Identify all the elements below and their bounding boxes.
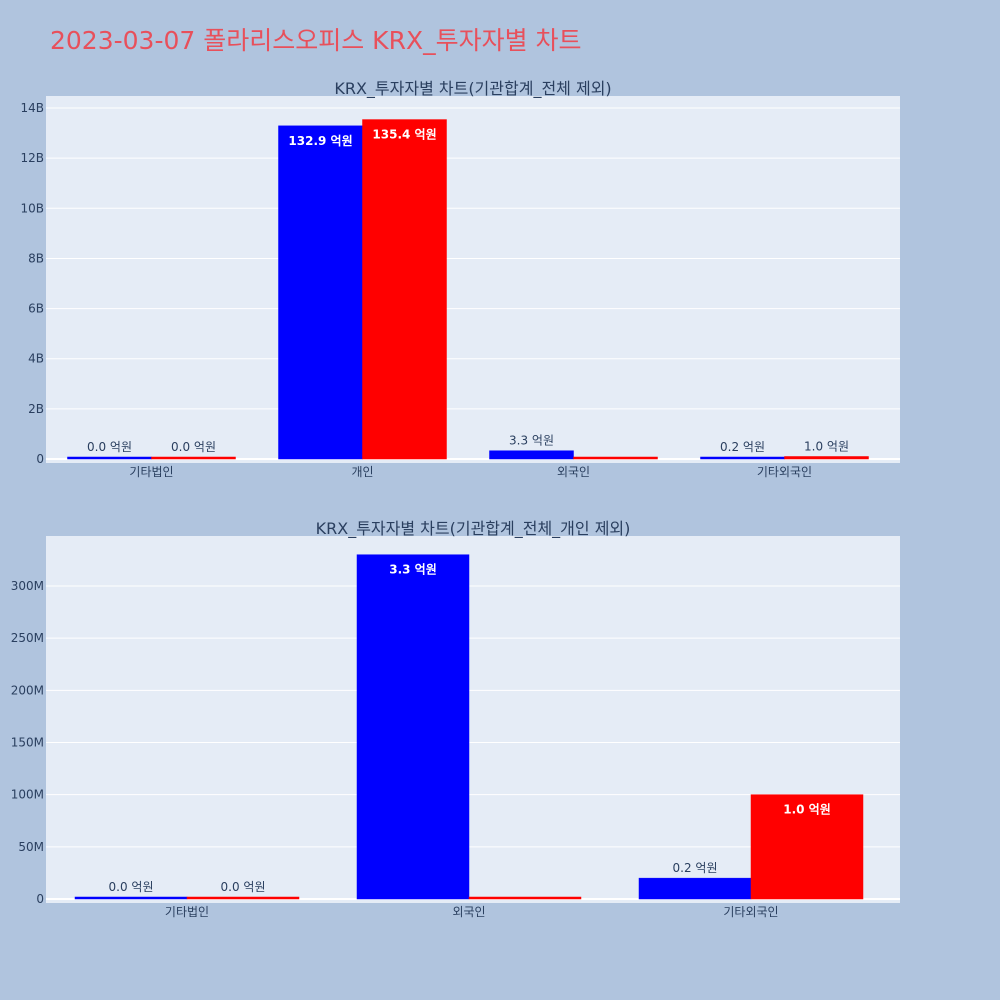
bar-blue <box>489 450 574 460</box>
y-tick-label: 100M <box>11 788 44 802</box>
bar-blue <box>67 456 152 460</box>
x-tick-label: 기타외국인 <box>757 465 812 479</box>
chart-title: KRX_투자자별 차트(기관합계_전체_개인 제외) <box>316 519 631 539</box>
bar-blue <box>278 125 363 460</box>
bar-value-label: 1.0 억원 <box>804 439 849 453</box>
y-tick-label: 4B <box>28 352 44 366</box>
y-tick-label: 300M <box>11 579 44 593</box>
x-tick-label: 외국인 <box>557 465 590 479</box>
bar-red <box>362 119 447 460</box>
bar-value-label: 1.0 억원 <box>783 803 831 817</box>
x-tick-label: 개인 <box>351 465 373 479</box>
bar-value-label: 0.0 억원 <box>171 440 216 454</box>
bar-value-label: 0.2 억원 <box>720 440 765 454</box>
y-tick-label: 0 <box>36 452 44 466</box>
y-tick-label: 6B <box>28 302 44 316</box>
y-tick-label: 0 <box>36 892 44 906</box>
x-tick-label: 기타법인 <box>129 465 173 479</box>
x-tick-label: 외국인 <box>452 905 485 919</box>
page-title: 2023-03-07 폴라리스오피스 KRX_투자자별 차트 <box>50 26 582 55</box>
y-tick-label: 10B <box>20 201 44 215</box>
y-tick-label: 150M <box>11 735 44 749</box>
bar-blue <box>356 554 470 900</box>
bar-value-label: 3.3 억원 <box>509 434 554 448</box>
y-tick-label: 250M <box>11 631 44 645</box>
bar-value-label: 0.0 억원 <box>221 880 266 894</box>
bar-red <box>573 456 658 460</box>
y-tick-label: 12B <box>20 151 44 165</box>
bar-red <box>186 896 300 900</box>
bar-value-label: 135.4 억원 <box>372 128 436 142</box>
bar-value-label: 3.3 억원 <box>389 563 437 577</box>
x-tick-label: 기타법인 <box>165 905 209 919</box>
chart-2: 0 50M 100M 150M 200M 250M 300M KRX_투자자별 차트(기관합계… <box>11 519 900 919</box>
bar-value-label: 0.0 억원 <box>87 440 132 454</box>
y-tick-label: 14B <box>20 101 44 115</box>
y-tick-label: 50M <box>18 840 44 854</box>
y-tick-label: 200M <box>11 683 44 697</box>
bar-value-label: 0.0 억원 <box>109 880 154 894</box>
y-tick-label: 2B <box>28 402 44 416</box>
bar-red <box>784 456 869 460</box>
x-tick-label: 기타외국인 <box>723 905 778 919</box>
bar-value-label: 0.2 억원 <box>673 861 718 875</box>
bar-red <box>468 896 582 900</box>
bar-blue <box>74 896 188 900</box>
plot-area <box>46 96 900 463</box>
y-tick-label: 8B <box>28 251 44 265</box>
bar-value-label: 132.9 억원 <box>288 134 352 148</box>
bar-blue <box>638 877 752 900</box>
bar-red <box>151 456 236 460</box>
bar-blue <box>700 456 785 460</box>
chart-title: KRX_투자자별 차트(기관합계_전체 제외) <box>334 79 611 99</box>
chart-1: 0 2B 4B 6B 8B 10B 12B 14B KRX_투자자별 차트(기관합계_전체 제외… <box>20 79 900 479</box>
bar-red <box>750 794 864 900</box>
